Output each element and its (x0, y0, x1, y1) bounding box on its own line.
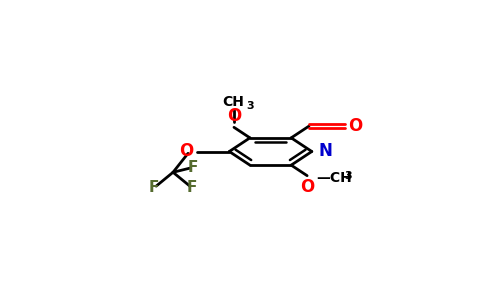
Text: —CH: —CH (317, 172, 352, 185)
Text: N: N (318, 142, 333, 160)
Text: F: F (149, 180, 159, 195)
Text: F: F (187, 180, 197, 195)
Text: O: O (180, 142, 194, 160)
Text: O: O (300, 178, 314, 196)
Text: 3: 3 (345, 172, 352, 182)
Text: O: O (227, 107, 241, 125)
Text: O: O (348, 117, 362, 135)
Text: F: F (188, 160, 198, 175)
Text: 3: 3 (246, 101, 254, 111)
Text: CH: CH (222, 95, 244, 109)
